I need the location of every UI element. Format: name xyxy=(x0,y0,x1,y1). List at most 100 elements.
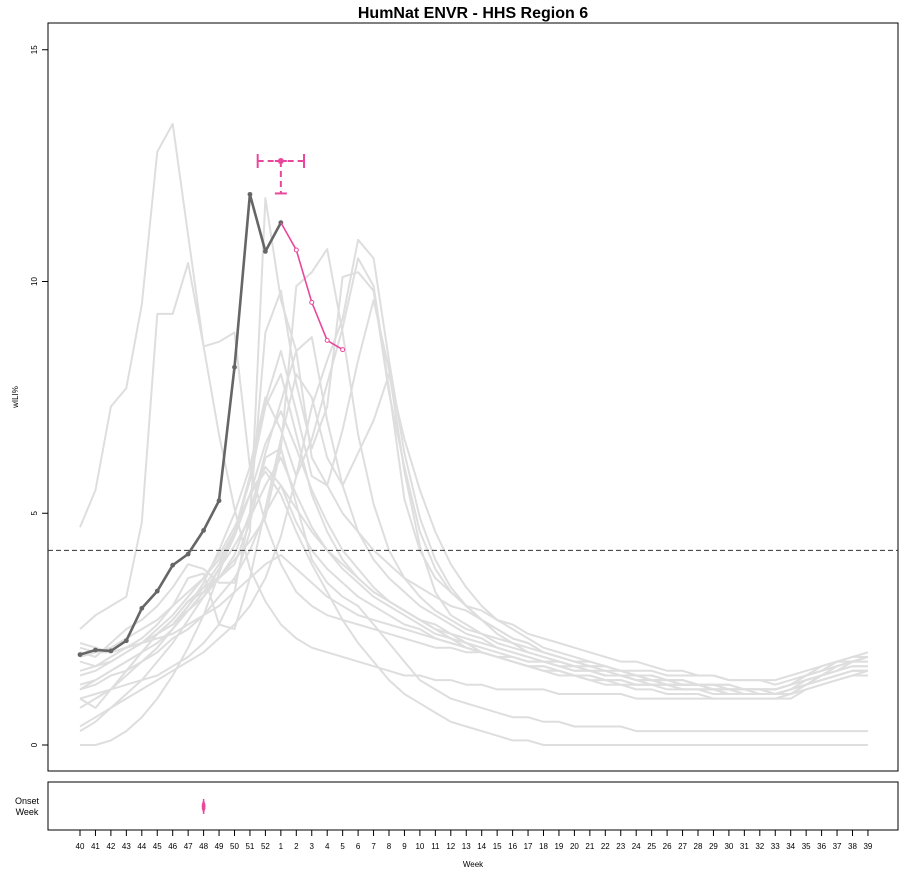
x-tick-label: 14 xyxy=(477,842,486,851)
forecast-series-group xyxy=(280,222,346,353)
x-tick-label: 50 xyxy=(230,842,239,851)
onset-arrow-up xyxy=(201,799,206,805)
history-season-line xyxy=(79,484,868,691)
y-axis-label: wILI% xyxy=(11,386,20,409)
onset-marker-group xyxy=(201,799,206,814)
x-tick-label: 3 xyxy=(310,842,315,851)
x-tick-label: 32 xyxy=(755,842,764,851)
x-tick-label: 47 xyxy=(184,842,193,851)
x-tick-label: 42 xyxy=(106,842,115,851)
x-tick-label: 18 xyxy=(539,842,548,851)
chart-title: HumNat ENVR - HHS Region 6 xyxy=(358,5,588,22)
x-tick-label: 6 xyxy=(356,842,361,851)
x-tick-label: 16 xyxy=(508,842,517,851)
x-tick-label: 21 xyxy=(585,842,594,851)
x-tick-label: 8 xyxy=(387,842,392,851)
x-tick-label: 43 xyxy=(122,842,131,851)
x-tick-label: 12 xyxy=(446,842,455,851)
observed-point xyxy=(263,248,268,254)
x-axis: 40 41 42 43 44 45 46 47 48 49 50 51 52 1 2 3 4 5 6 7 8 9 10 11 1… xyxy=(76,829,873,851)
observed-point xyxy=(77,652,83,658)
x-tick-label: 52 xyxy=(261,842,270,851)
x-tick-label: 51 xyxy=(245,842,254,851)
x-tick-label: 5 xyxy=(340,842,345,851)
y-axis: 0 5 10 15 xyxy=(30,45,49,747)
onset-point xyxy=(201,804,206,809)
history-series-group xyxy=(79,122,869,746)
x-tick-label: 11 xyxy=(431,842,440,851)
onset-panel xyxy=(47,781,899,831)
observed-point xyxy=(139,605,145,611)
forecast-point xyxy=(340,347,346,353)
x-tick-label: 45 xyxy=(153,842,162,851)
x-tick-label: 10 xyxy=(415,842,424,851)
history-season-line xyxy=(80,470,868,746)
x-tick-label: 36 xyxy=(817,842,826,851)
observed-point xyxy=(154,588,160,594)
forecast-point xyxy=(309,299,315,305)
x-tick-label: 13 xyxy=(462,842,471,851)
y-tick-label: 10 xyxy=(30,277,39,286)
x-tick-label: 41 xyxy=(91,842,100,851)
x-tick-label: 40 xyxy=(76,842,85,851)
x-tick-label: 49 xyxy=(215,842,224,851)
history-season-line xyxy=(79,257,869,709)
y-tick-label: 15 xyxy=(30,45,39,54)
history-season-line xyxy=(79,447,868,733)
x-tick-label: 35 xyxy=(802,842,811,851)
history-season-line xyxy=(79,465,868,695)
x-tick-label: 34 xyxy=(786,842,795,851)
x-tick-label: 44 xyxy=(137,842,146,851)
x-tick-label: 4 xyxy=(325,842,330,851)
x-tick-label: 48 xyxy=(199,842,208,851)
peak-point xyxy=(277,157,284,164)
history-season-line xyxy=(79,410,869,732)
forecast-point xyxy=(324,337,330,343)
x-tick-label: 19 xyxy=(554,842,563,851)
history-season-line xyxy=(79,373,869,691)
plot-area xyxy=(47,22,899,772)
observed-point xyxy=(201,527,207,533)
x-tick-label: 27 xyxy=(678,842,687,851)
history-season-line xyxy=(79,554,868,695)
x-tick-label: 28 xyxy=(694,842,703,851)
x-tick-label: 15 xyxy=(493,842,502,851)
observed-point xyxy=(170,562,176,568)
observed-point xyxy=(232,364,237,370)
observed-series-group xyxy=(77,191,284,658)
x-tick-label: 37 xyxy=(833,842,842,851)
x-tick-label: 23 xyxy=(616,842,625,851)
x-tick-label: 2 xyxy=(294,842,299,851)
x-tick-label: 33 xyxy=(771,842,780,851)
onset-arrow-down xyxy=(201,808,206,814)
observed-line xyxy=(79,193,283,656)
peak-estimate-group xyxy=(256,153,306,195)
y-tick-label: 5 xyxy=(30,510,39,515)
x-tick-label: 30 xyxy=(724,842,733,851)
x-axis-label: Week xyxy=(463,860,484,869)
observed-point xyxy=(247,191,253,197)
observed-point xyxy=(108,648,114,654)
history-season-line xyxy=(79,271,869,700)
x-tick-label: 29 xyxy=(709,842,718,851)
onset-label-line2: Week xyxy=(16,807,39,817)
x-tick-label: 20 xyxy=(570,842,579,851)
history-season-line xyxy=(79,373,868,691)
x-tick-label: 9 xyxy=(402,842,407,851)
x-tick-label: 46 xyxy=(168,842,177,851)
x-tick-label: 17 xyxy=(524,842,533,851)
forecast-point xyxy=(293,247,299,253)
onset-label-line1: Onset xyxy=(15,796,40,806)
y-tick-label: 0 xyxy=(30,742,39,747)
history-season-line xyxy=(79,299,868,691)
x-tick-label: 25 xyxy=(647,842,656,851)
x-tick-label: 24 xyxy=(632,842,641,851)
history-season-line xyxy=(79,197,868,691)
observed-point xyxy=(123,638,129,644)
x-tick-label: 31 xyxy=(740,842,749,851)
observed-point xyxy=(216,498,222,504)
observed-point xyxy=(185,551,191,557)
x-tick-label: 1 xyxy=(279,842,284,851)
x-tick-label: 22 xyxy=(601,842,610,851)
